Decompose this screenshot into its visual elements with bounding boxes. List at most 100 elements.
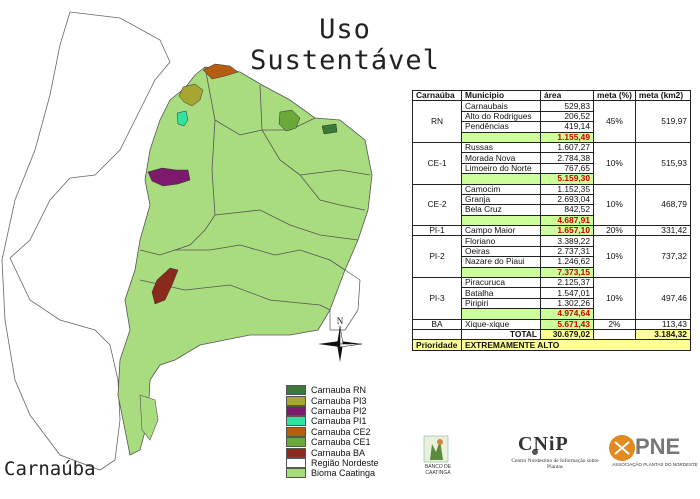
- compass-rose: N: [312, 316, 368, 376]
- region-cell: CE-2: [412, 183, 462, 227]
- legend-item: Carnauba PI3: [286, 395, 396, 406]
- municipio-cell: Morada Nova: [461, 152, 541, 164]
- municipio-cell: Pendências: [461, 121, 541, 133]
- meta-km2-cell: 737,32: [634, 235, 691, 279]
- meta-pct-cell: 10%: [593, 235, 636, 279]
- carnauba-pi2-area: [147, 167, 191, 187]
- municipio-cell: Limoeiro do Norte: [461, 162, 541, 175]
- table-header-row: Carnaúba Municipio área meta (%) meta (k…: [412, 89, 691, 102]
- area-cell: 842,52: [540, 204, 594, 216]
- area-cell: 5.671,43: [540, 318, 594, 331]
- total-row: TOTAL 30.679,02 3.184,32: [412, 328, 691, 341]
- legend-item: Carnauba PI2: [286, 405, 396, 416]
- compass-north-label: N: [337, 316, 344, 326]
- total-blank-cell: [593, 328, 636, 341]
- meta-km2-cell: 468,79: [634, 183, 691, 227]
- total-km2-cell: 3.184,32: [634, 328, 691, 341]
- region-cell: RN: [412, 100, 462, 143]
- legend-label: Carnauba RN: [311, 385, 367, 396]
- map-legend: Carnauba RN Carnauba PI3 Carnauba PI2 Ca…: [286, 385, 396, 479]
- legend-label: Carnauba CE1: [311, 437, 371, 448]
- col-header: Carnaúba: [412, 89, 462, 102]
- carnauba-ce2-area: [202, 63, 239, 80]
- municipio-cell: Alto do Rodrigues: [461, 110, 541, 123]
- carnauba-ba-area: [151, 267, 179, 305]
- meta-pct-cell: 10%: [593, 277, 636, 320]
- legend-swatch: [286, 385, 306, 396]
- legend-item: Carnauba BA: [286, 447, 396, 458]
- cnip-logo: [532, 449, 538, 455]
- legend-label: Carnauba BA: [311, 447, 366, 458]
- region-cell: CE-1: [412, 141, 462, 185]
- municipio-cell: Floriano: [461, 235, 541, 247]
- subtotal-label-cell: [461, 131, 541, 143]
- area-cell: 419,14: [540, 121, 594, 133]
- priority-label-cell: Prioridade: [412, 339, 462, 351]
- pne-caption: ASSOCIAÇÃO PLANTAS DO NORDESTE: [612, 462, 698, 467]
- table-row: PI-1 Campo Maior 1.657,10 20% 331,42: [412, 225, 691, 237]
- area-cell: 2.784,38: [540, 152, 594, 164]
- area-cell: 2.125,37: [540, 277, 594, 289]
- pne-title: PNE: [635, 434, 681, 459]
- legend-label: Carnauba PI1: [311, 416, 367, 427]
- legend-item: Carnauba CE1: [286, 437, 396, 448]
- table-body: RN Carnaubais 529,83 45% 519,97 Alto do Rodri…: [412, 100, 691, 351]
- subtotal-cell: 7.373,15: [540, 266, 594, 279]
- municipio-cell: Piripiri: [461, 297, 541, 310]
- subtotal-label-cell: [461, 308, 541, 320]
- priority-value-cell: EXTREMAMENTE ALTO: [461, 339, 691, 351]
- table-row: PI-2 Floriano 3.389,22 10% 737,32: [412, 235, 691, 279]
- municipio-cell: Camocim: [461, 183, 541, 195]
- meta-pct-cell: 10%: [593, 141, 636, 185]
- col-header: Municipio: [461, 89, 541, 102]
- meta-pct-cell: 2%: [593, 318, 636, 331]
- meta-km2-cell: 497,46: [634, 277, 691, 320]
- compass-icon: N: [318, 316, 363, 362]
- banco-caatinga-logo: [423, 435, 449, 463]
- regiao-nordeste-outline: [1, 11, 171, 471]
- legend-label: Região Nordeste: [311, 457, 379, 468]
- meta-km2-cell: 113,43: [634, 318, 691, 331]
- legend-swatch: [286, 395, 306, 406]
- area-cell: 1.547,01: [540, 287, 594, 299]
- legend-label: Carnauba PI3: [311, 395, 367, 406]
- legend-swatch: [286, 437, 306, 448]
- total-blank-cell: [412, 328, 462, 341]
- meta-km2-cell: 515,93: [634, 141, 691, 185]
- municipio-cell: Xique-xique: [461, 318, 541, 331]
- col-header: área: [540, 89, 594, 102]
- table-row: PI-3 Piracuruca 2.125,37 10% 497,46: [412, 277, 691, 320]
- pne-logo: [609, 435, 635, 461]
- total-area-cell: 30.679,02: [540, 328, 594, 341]
- subtotal-label-cell: [461, 214, 541, 227]
- legend-item: Carnauba CE2: [286, 426, 396, 437]
- region-cell: BA: [412, 318, 462, 331]
- area-cell: 529,83: [540, 100, 594, 112]
- subtotal-cell: 4.974,64: [540, 308, 594, 320]
- legend-label: Bioma Caatinga: [311, 468, 376, 479]
- meta-km2-cell: 519,97: [634, 100, 691, 143]
- legend-item: Bioma Caatinga: [286, 468, 396, 479]
- legend-swatch: [286, 447, 306, 458]
- legend-swatch: [286, 468, 306, 479]
- legend-swatch: [286, 405, 306, 416]
- bioma-caatinga: [117, 66, 373, 456]
- legend-swatch: [286, 426, 306, 437]
- municipio-cell: Oeiras: [461, 245, 541, 258]
- municipio-cell: Piracuruca: [461, 277, 541, 289]
- subtotal-label-cell: [461, 266, 541, 279]
- col-header: meta (%): [593, 89, 636, 102]
- table-row: BA Xique-xique 5.671,43 2% 113,43: [412, 318, 691, 331]
- municipio-cell: Nazare do Piaui: [461, 256, 541, 268]
- priority-row: Prioridade EXTREMAMENTE ALTO: [412, 339, 691, 351]
- area-cell: 1.246,62: [540, 256, 594, 268]
- carnauba-table: Carnaúba Municipio área meta (%) meta (k…: [412, 89, 691, 351]
- area-cell: 2.737,31: [540, 245, 594, 258]
- logos-svg: [423, 435, 635, 463]
- region-cell: PI-1: [412, 225, 462, 237]
- municipio-cell: Granja: [461, 193, 541, 206]
- meta-pct-cell: 20%: [593, 225, 636, 237]
- table-row: CE-2 Camocim 1.152,35 10% 468,79: [412, 183, 691, 227]
- carnauba-ce1-area: [278, 109, 301, 132]
- col-header: meta (km2): [634, 89, 691, 102]
